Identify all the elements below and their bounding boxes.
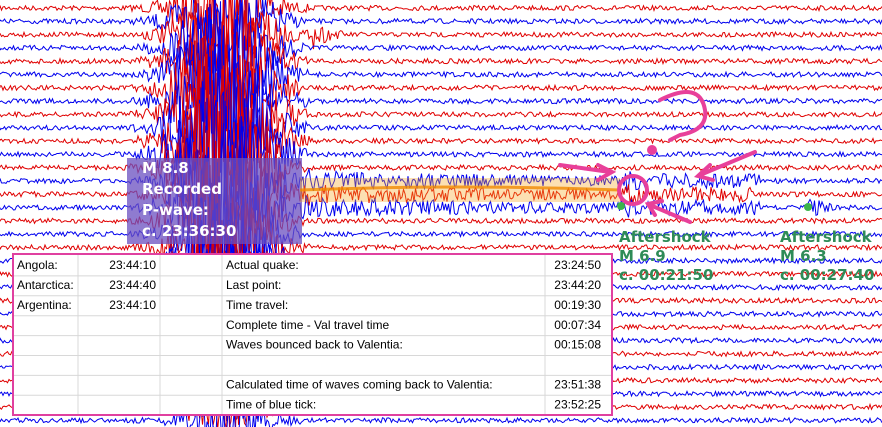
calc-label: Complete time - Val travel time [226,318,389,332]
question-dot [647,145,657,155]
calc-value: 00:15:08 [554,338,601,352]
trace [0,0,882,59]
magnitude: M 8.8 [142,159,189,177]
trace [0,396,882,427]
trace [0,18,882,143]
trace [0,0,882,107]
time: c. 23:36:30 [142,222,236,240]
trace [0,17,882,179]
question-annotation [558,90,757,224]
calc-value: 00:19:30 [554,298,601,312]
orange-line [299,185,621,192]
trace [0,0,882,132]
station-time: 23:44:40 [109,278,156,292]
calc-label: Calculated time of waves coming back to … [226,378,493,392]
calculation-table: Angola: 23:44:10 Antarctica: 23:44:40 Argent… [12,253,613,416]
trace [0,0,882,72]
calc-value: 23:24:50 [554,258,601,272]
circle [617,174,649,206]
calc-label: Time travel: [226,298,288,312]
trace [0,27,882,242]
calc-label: Last point: [226,278,281,292]
label-line: P-wave: [142,201,209,219]
orange-glow [300,178,620,202]
calc-value: 23:51:38 [554,378,601,392]
station-name: Angola: [17,258,58,272]
arrow [558,163,617,182]
calc-label: Waves bounced back to Valentia: [226,338,403,352]
calc-value: 23:44:20 [554,278,601,292]
label-highlight [127,158,302,244]
main-quake-label: M 8.8 Recorded P-wave: c. 23:36:30 [142,159,236,240]
aftershock-time: c. 00:21:50 [619,266,713,284]
aftershock-label: Aftershock [619,228,712,246]
arrow [644,199,692,224]
trace [0,196,882,301]
trace [0,19,882,187]
trace [0,6,882,145]
calc-value: 23:52:25 [554,397,601,411]
aftershock-dot [804,203,812,211]
station-name: Antarctica: [17,278,74,292]
trace [0,26,882,221]
calc-label: Actual quake: [226,258,299,272]
aftershock-magnitude: M 6.9 [619,247,666,265]
calc-label: Time of blue tick: [226,397,316,411]
calc-value: 00:07:34 [554,318,601,332]
question-mark [658,90,708,142]
station-time: 23:44:10 [109,258,156,272]
aftershock-label: Aftershock [780,228,873,246]
table-frame [12,253,613,416]
aftershock-dot [617,202,625,210]
arrow [693,150,757,182]
label-line: Recorded [142,180,222,198]
aftershock-magnitude: M 6.3 [780,247,827,265]
trace [0,0,882,86]
station-time: 23:44:10 [109,298,156,312]
aftershock-time: c. 00:27:40 [780,266,874,284]
station-name: Argentina: [17,298,72,312]
